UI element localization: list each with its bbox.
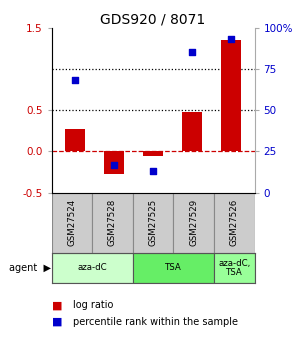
Text: GSM27524: GSM27524 [67, 199, 76, 246]
Text: agent  ▶: agent ▶ [9, 263, 51, 273]
Bar [133, 253, 214, 283]
Bar [182, 112, 202, 151]
Text: ■: ■ [52, 300, 62, 310]
Text: aza-dC,
TSA: aza-dC, TSA [218, 258, 250, 277]
Text: GSM27529: GSM27529 [189, 199, 198, 246]
Text: GSM27525: GSM27525 [148, 199, 158, 246]
Bar [214, 253, 255, 283]
Text: GSM27526: GSM27526 [230, 199, 239, 246]
Point [151, 169, 155, 174]
Text: aza-dC: aza-dC [77, 263, 107, 273]
Bar [92, 193, 133, 253]
Bar [221, 40, 241, 151]
Text: GSM27528: GSM27528 [108, 199, 117, 246]
Point [190, 50, 195, 55]
Point [229, 37, 234, 42]
Bar [104, 151, 124, 174]
Text: TSA: TSA [165, 263, 182, 273]
Bar [214, 193, 255, 253]
Bar [173, 193, 214, 253]
Title: GDS920 / 8071: GDS920 / 8071 [100, 12, 206, 27]
Text: percentile rank within the sample: percentile rank within the sample [73, 317, 238, 326]
Point [112, 162, 116, 167]
Bar [52, 253, 133, 283]
Bar [65, 129, 85, 151]
Bar [52, 193, 92, 253]
Bar [133, 193, 173, 253]
Text: log ratio: log ratio [73, 300, 113, 310]
Text: ■: ■ [52, 317, 62, 326]
Point [72, 78, 77, 83]
Bar [143, 151, 163, 156]
